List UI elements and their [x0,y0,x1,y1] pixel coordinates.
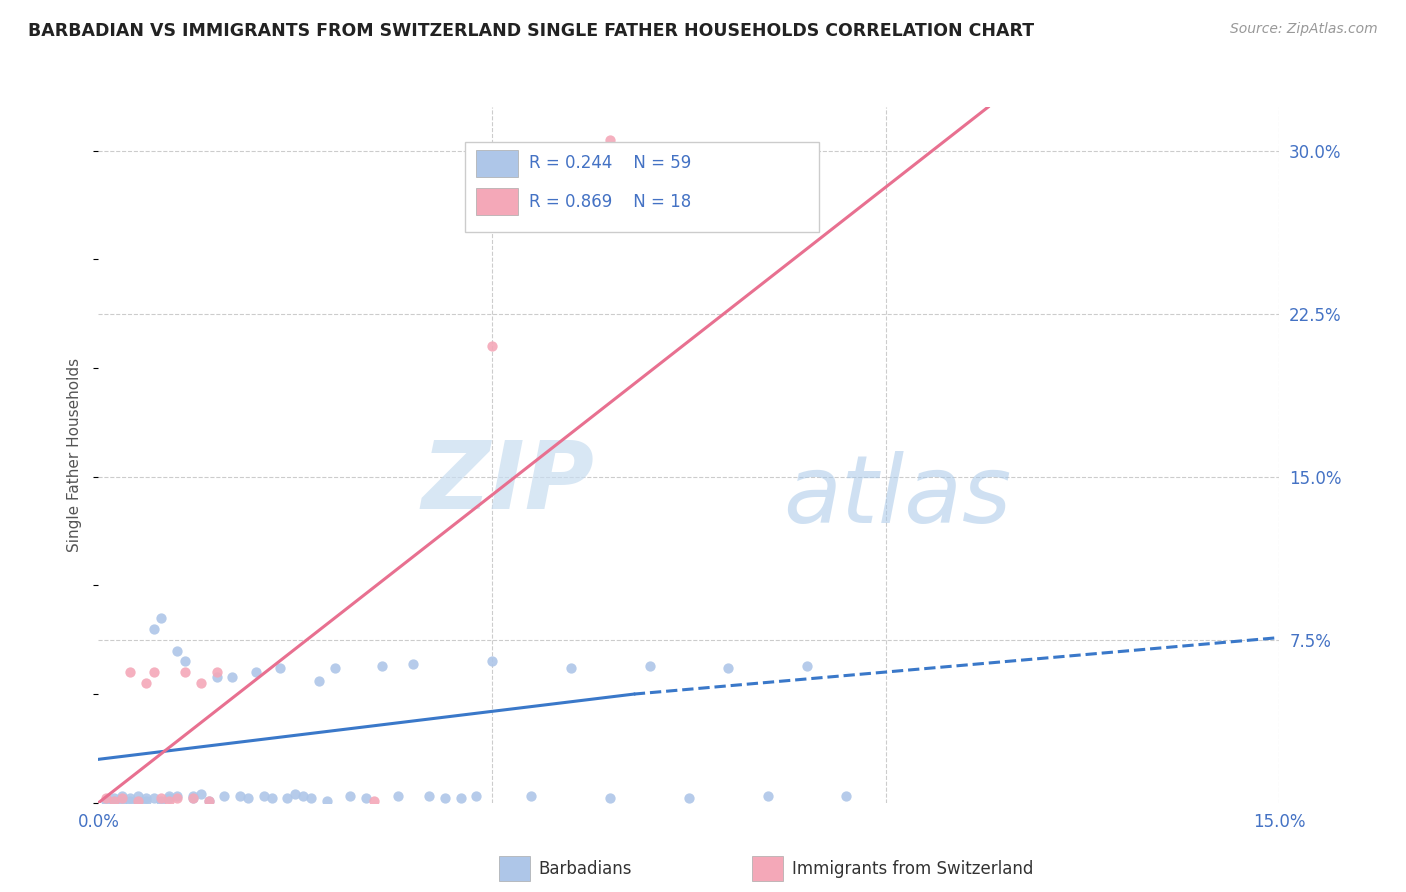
Point [387,789,409,804]
Text: ZIP: ZIP [422,437,595,529]
Point [150,611,173,625]
FancyBboxPatch shape [477,188,517,215]
Point [269,661,291,675]
Point [520,789,543,804]
Text: Barbadians: Barbadians [538,860,633,878]
Text: R = 0.869    N = 18: R = 0.869 N = 18 [530,193,692,211]
Point [245,665,267,680]
Point [157,794,180,808]
Text: Immigrants from Switzerland: Immigrants from Switzerland [792,860,1033,878]
Point [181,791,204,805]
Point [96,794,118,808]
Point [103,794,125,808]
Point [142,791,165,805]
Point [118,665,141,680]
Point [174,665,197,680]
Point [181,789,204,804]
Point [197,794,219,808]
Point [308,674,330,689]
Point [339,789,361,804]
Point [135,791,157,805]
Point [323,661,346,675]
Point [103,791,125,805]
Point [142,665,165,680]
Point [111,794,134,808]
Text: Source: ZipAtlas.com: Source: ZipAtlas.com [1230,22,1378,37]
Point [638,658,661,673]
Y-axis label: Single Father Households: Single Father Households [67,358,83,552]
Point [465,789,488,804]
Point [221,670,243,684]
Point [103,794,125,808]
Point [560,661,582,675]
Point [96,791,118,805]
Point [284,787,307,801]
Point [481,339,503,353]
Point [678,791,700,805]
Point [166,791,188,805]
Point [315,794,337,808]
Point [236,791,259,805]
Point [157,789,180,804]
Point [150,791,173,805]
Point [127,789,149,804]
Text: R = 0.244    N = 59: R = 0.244 N = 59 [530,154,692,172]
Point [433,791,456,805]
Text: BARBADIAN VS IMMIGRANTS FROM SWITZERLAND SINGLE FATHER HOUSEHOLDS CORRELATION CH: BARBADIAN VS IMMIGRANTS FROM SWITZERLAND… [28,22,1035,40]
Point [190,676,212,690]
Point [174,655,197,669]
Point [299,791,322,805]
Point [150,794,173,808]
Point [481,655,503,669]
Point [756,789,779,804]
Point [260,791,283,805]
Point [135,676,157,690]
Point [127,794,149,808]
Point [118,791,141,805]
Point [190,787,212,801]
Point [354,791,377,805]
Point [363,794,385,808]
Point [796,658,818,673]
Point [205,665,228,680]
Point [118,794,141,808]
Point [450,791,472,805]
Point [181,791,204,805]
Point [371,658,394,673]
Point [717,661,740,675]
Point [214,789,236,804]
Point [253,789,276,804]
Point [157,791,180,805]
Point [166,789,188,804]
Point [205,670,228,684]
Point [276,791,298,805]
FancyBboxPatch shape [477,150,517,177]
Point [418,789,440,804]
Point [127,794,149,808]
Point [402,657,425,671]
Point [142,622,165,636]
Point [599,133,621,147]
Text: atlas: atlas [783,451,1012,542]
FancyBboxPatch shape [464,142,818,232]
Point [835,789,858,804]
Point [599,791,621,805]
Point [292,789,315,804]
Point [197,794,219,808]
Point [135,794,157,808]
Point [111,789,134,804]
Point [166,643,188,657]
Point [111,791,134,805]
Point [229,789,252,804]
